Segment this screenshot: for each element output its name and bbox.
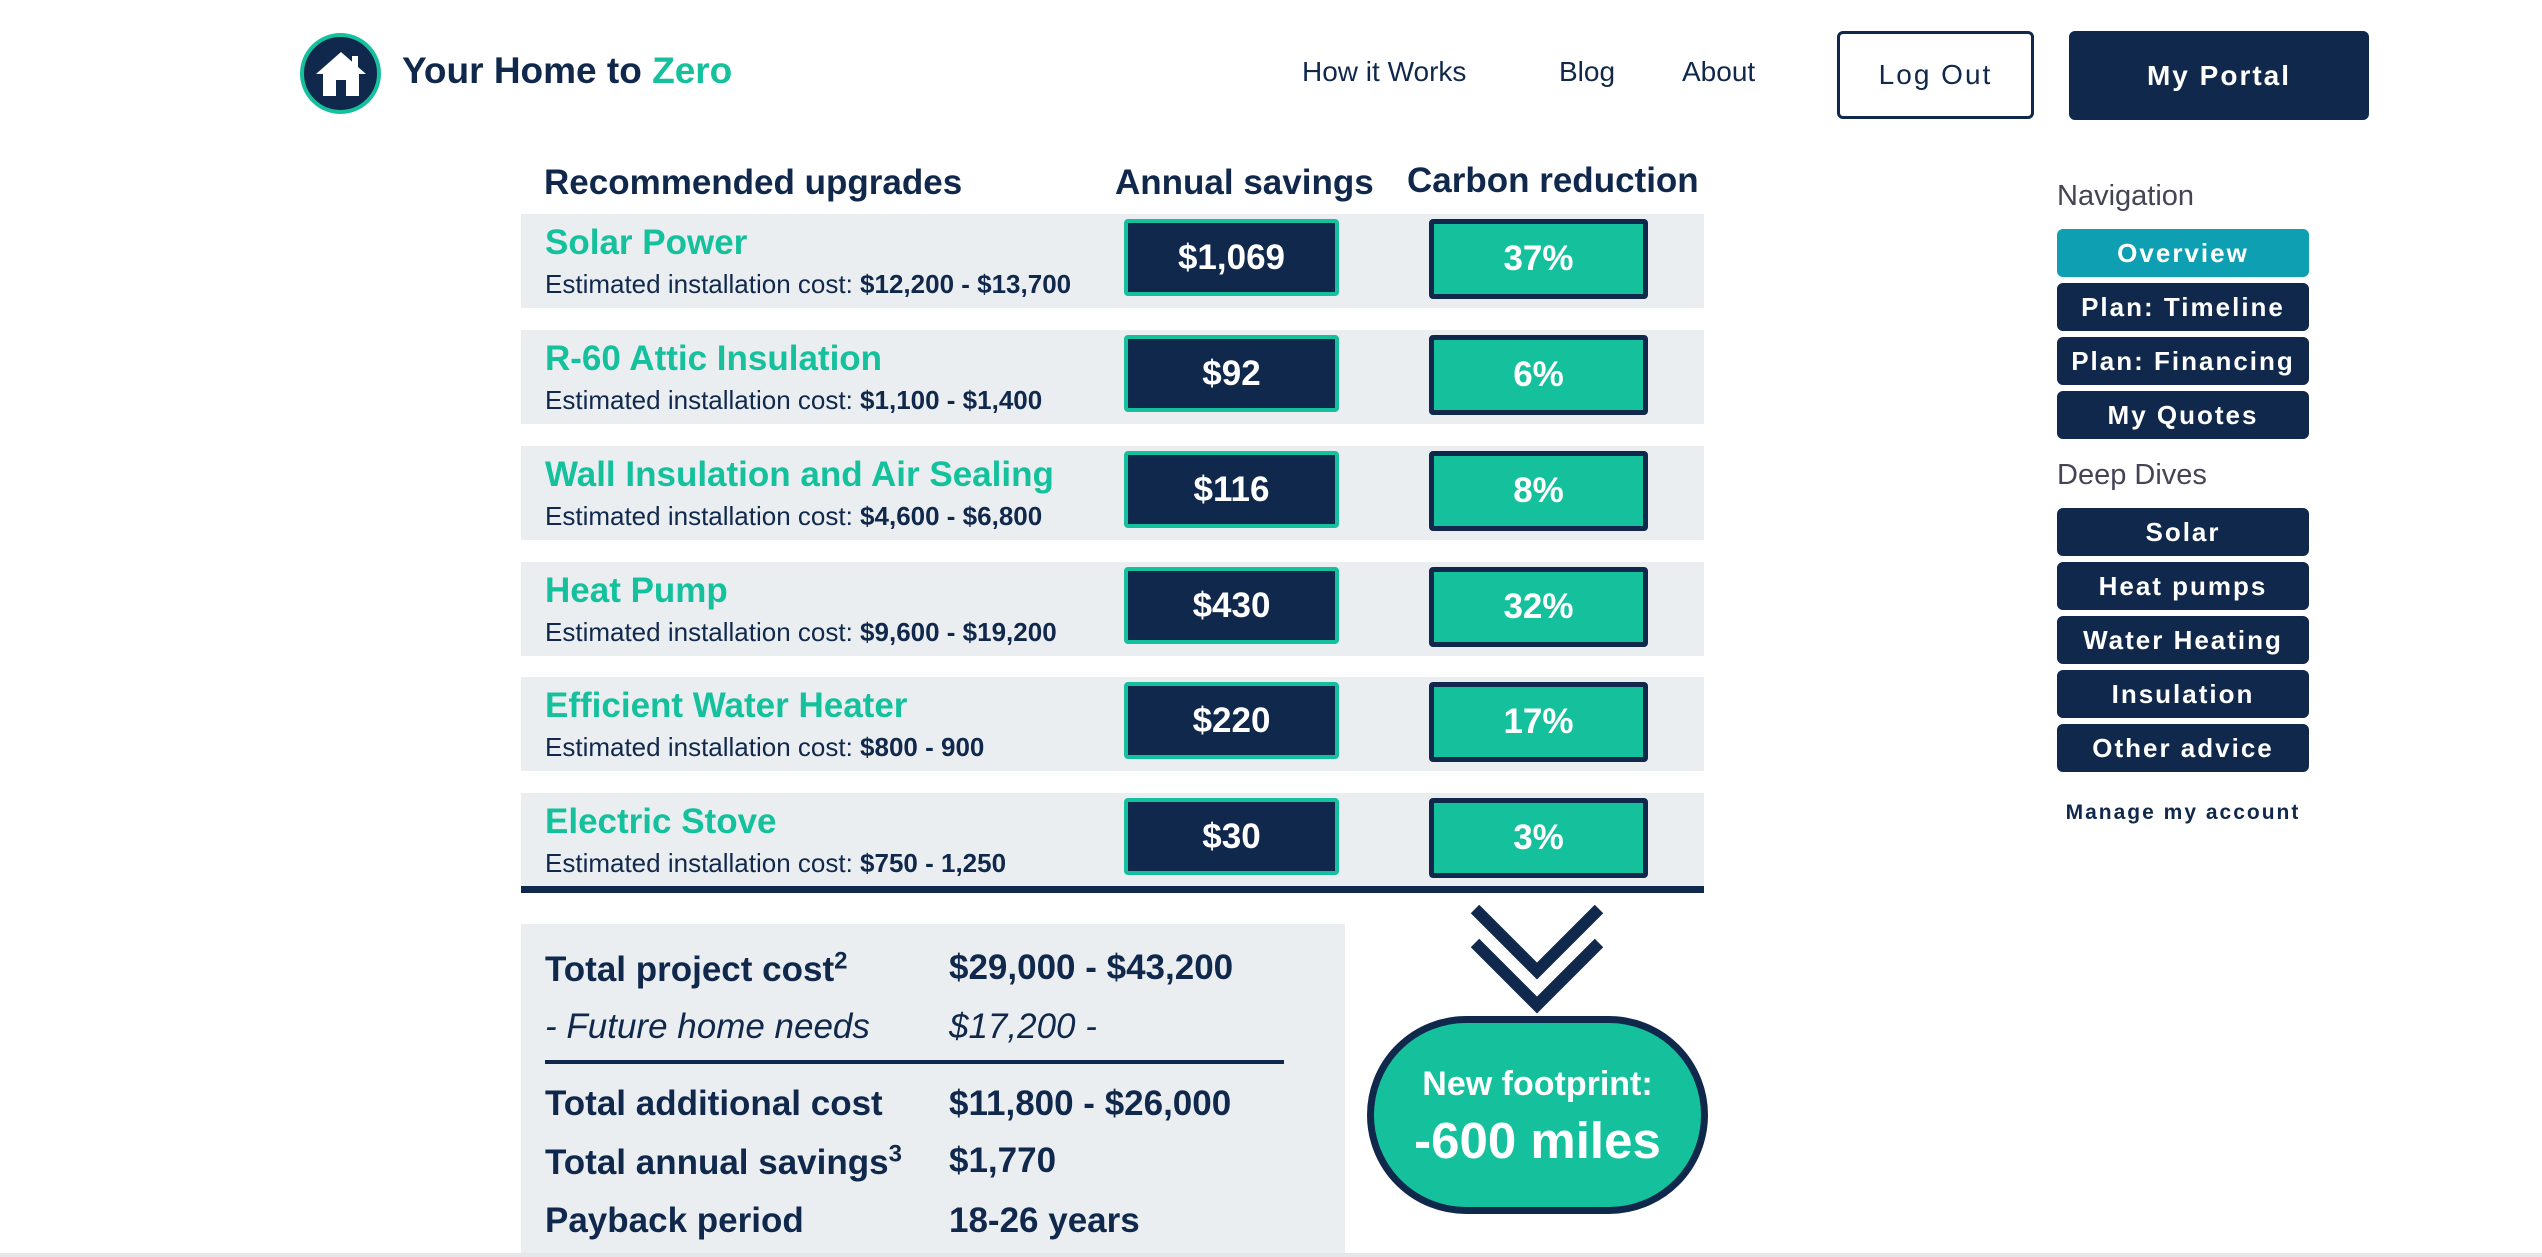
- sidebar-item-water-heating[interactable]: Water Heating: [2057, 616, 2309, 664]
- upgrade-cost: Estimated installation cost: $12,200 - $…: [545, 269, 1071, 300]
- sidebar-item-plan-financing[interactable]: Plan: Financing: [2057, 337, 2309, 385]
- footnote-3[interactable]: 3: [888, 1140, 902, 1168]
- upgrade-row: Heat Pump Estimated installation cost: $…: [521, 562, 1704, 656]
- upgrade-row: Efficient Water Heater Estimated install…: [521, 677, 1704, 771]
- cost-prefix: Estimated installation cost:: [545, 385, 861, 415]
- sidebar-item-my-quotes[interactable]: My Quotes: [2057, 391, 2309, 439]
- brand-title[interactable]: Your Home to Zero: [402, 50, 732, 92]
- carbon-reduction-badge: 8%: [1429, 451, 1648, 531]
- upgrade-cost: Estimated installation cost: $9,600 - $1…: [545, 617, 1057, 648]
- annual-savings-badge: $30: [1124, 798, 1339, 875]
- sidebar-item-solar[interactable]: Solar: [2057, 508, 2309, 556]
- nav-how-it-works[interactable]: How it Works: [1302, 56, 1467, 87]
- carbon-reduction-badge: 32%: [1429, 567, 1648, 647]
- total-additional-cost-value: $11,800 - $26,000: [949, 1084, 1232, 1123]
- total-project-cost-text: Total project cost: [545, 950, 835, 989]
- sidebar-item-plan-timeline[interactable]: Plan: Timeline: [2057, 283, 2309, 331]
- my-portal-button[interactable]: My Portal: [2069, 31, 2369, 120]
- upgrade-name[interactable]: Solar Power: [545, 223, 748, 262]
- upgrade-row: Electric Stove Estimated installation co…: [521, 793, 1704, 887]
- total-project-cost-label: Total project cost2: [545, 947, 848, 990]
- sidebar-heading-deep-dives: Deep Dives: [2057, 459, 2207, 491]
- upgrade-name[interactable]: Electric Stove: [545, 802, 777, 841]
- payback-period-value: 18-26 years: [949, 1201, 1140, 1240]
- cost-prefix: Estimated installation cost:: [545, 617, 861, 647]
- total-annual-savings-value: $1,770: [949, 1141, 1057, 1180]
- manage-account-link[interactable]: Manage my account: [2065, 801, 2301, 824]
- total-annual-savings-label: Total annual savings3: [545, 1140, 902, 1183]
- annual-savings-badge: $220: [1124, 682, 1339, 759]
- carbon-reduction-badge: 17%: [1429, 682, 1648, 762]
- summary-divider: [545, 1060, 1284, 1064]
- cost-value: $750 - 1,250: [860, 848, 1007, 878]
- carbon-reduction-badge: 6%: [1429, 335, 1648, 415]
- logout-button[interactable]: Log Out: [1837, 31, 2034, 119]
- cost-prefix: Estimated installation cost:: [545, 269, 861, 299]
- double-chevron-down-icon: [1469, 904, 1605, 1015]
- total-annual-savings-text: Total annual savings: [545, 1143, 889, 1182]
- sidebar-item-heat-pumps[interactable]: Heat pumps: [2057, 562, 2309, 610]
- new-footprint-badge: New footprint: -600 miles: [1367, 1016, 1708, 1214]
- total-additional-cost-label: Total additional cost: [545, 1084, 883, 1123]
- cost-value: $4,600 - $6,800: [860, 501, 1043, 531]
- col-header-upgrades: Recommended upgrades: [544, 163, 963, 202]
- sidebar-item-insulation[interactable]: Insulation: [2057, 670, 2309, 718]
- cost-value: $1,100 - $1,400: [860, 385, 1043, 415]
- page-bottom-border: [0, 1253, 2542, 1257]
- upgrade-row: Solar Power Estimated installation cost:…: [521, 214, 1704, 308]
- upgrade-name[interactable]: Wall Insulation and Air Sealing: [545, 455, 1054, 494]
- upgrade-row: Wall Insulation and Air Sealing Estimate…: [521, 446, 1704, 540]
- annual-savings-badge: $116: [1124, 451, 1339, 528]
- cost-value: $800 - 900: [860, 732, 985, 762]
- col-header-savings: Annual savings: [1115, 163, 1374, 202]
- upgrade-row: R-60 Attic Insulation Estimated installa…: [521, 330, 1704, 424]
- footnote-2[interactable]: 2: [834, 947, 848, 975]
- cost-prefix: Estimated installation cost:: [545, 732, 861, 762]
- upgrade-cost: Estimated installation cost: $750 - 1,25…: [545, 848, 1006, 879]
- nav-about[interactable]: About: [1682, 56, 1756, 87]
- upgrade-name[interactable]: Efficient Water Heater: [545, 686, 908, 725]
- sidebar-item-other-advice[interactable]: Other advice: [2057, 724, 2309, 772]
- cost-value: $12,200 - $13,700: [860, 269, 1072, 299]
- sidebar-item-overview[interactable]: Overview: [2057, 229, 2309, 277]
- upgrade-name[interactable]: R-60 Attic Insulation: [545, 339, 883, 378]
- total-project-cost-value: $29,000 - $43,200: [949, 948, 1234, 987]
- sidebar-heading-navigation: Navigation: [2057, 180, 2195, 212]
- cost-value: $9,600 - $19,200: [860, 617, 1057, 647]
- footprint-value: -600 miles: [1414, 1112, 1661, 1169]
- cost-prefix: Estimated installation cost:: [545, 501, 861, 531]
- cost-prefix: Estimated installation cost:: [545, 848, 861, 878]
- upgrade-cost: Estimated installation cost: $800 - 900: [545, 732, 984, 763]
- brand-accent: Zero: [652, 50, 733, 91]
- future-home-needs-label: - Future home needs: [545, 1007, 870, 1046]
- carbon-reduction-badge: 3%: [1429, 798, 1648, 878]
- upgrade-cost: Estimated installation cost: $4,600 - $6…: [545, 501, 1042, 532]
- carbon-reduction-badge: 37%: [1429, 219, 1648, 299]
- house-icon[interactable]: [300, 33, 381, 114]
- footprint-label: New footprint:: [1422, 1065, 1653, 1103]
- table-divider: [521, 886, 1704, 893]
- annual-savings-badge: $92: [1124, 335, 1339, 412]
- annual-savings-badge: $1,069: [1124, 219, 1339, 296]
- col-header-carbon: Carbon reduction: [1407, 161, 1699, 200]
- annual-savings-badge: $430: [1124, 567, 1339, 644]
- upgrade-name[interactable]: Heat Pump: [545, 571, 728, 610]
- cost-summary-panel: Total project cost2 $29,000 - $43,200 - …: [521, 924, 1345, 1257]
- payback-period-label: Payback period: [545, 1201, 804, 1240]
- brand-prefix: Your Home to: [402, 50, 653, 91]
- future-home-needs-value: $17,200 -: [949, 1007, 1097, 1046]
- nav-blog[interactable]: Blog: [1559, 56, 1616, 87]
- upgrade-cost: Estimated installation cost: $1,100 - $1…: [545, 385, 1042, 416]
